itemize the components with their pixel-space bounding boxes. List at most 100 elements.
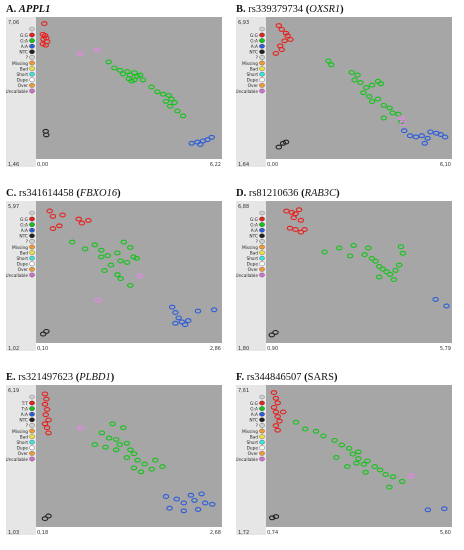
blue-data-point <box>197 142 204 147</box>
green-data-point <box>312 428 320 434</box>
panel-title: D. rs81210636 (RAB3C) <box>236 188 340 199</box>
blue-data-point <box>175 315 182 321</box>
pink-data-point <box>408 473 415 479</box>
red-data-point <box>275 23 283 29</box>
x-min-label: 0,00 <box>37 162 48 167</box>
x-max-label: 6,10 <box>440 162 451 167</box>
legend-marker <box>29 400 35 406</box>
green-data-point <box>123 455 131 461</box>
legend-marker <box>29 66 35 71</box>
blue-data-point <box>208 134 215 140</box>
snp-id: rs339379734 <box>248 4 304 15</box>
black-data-point <box>45 513 52 519</box>
legend-marker <box>259 417 265 423</box>
green-data-point <box>386 105 393 111</box>
blue-data-point <box>210 307 218 313</box>
green-data-point <box>141 461 148 467</box>
green-data-point <box>105 435 113 441</box>
legend-marker <box>29 210 35 216</box>
green-data-point <box>116 442 123 448</box>
legend-status-label: Bad <box>250 66 259 72</box>
scatter-plot: 5,97 1,02 0,10 2,86 G:GG:AA:ANTC?MissingBadS… <box>6 201 222 351</box>
legend-marker <box>259 250 265 255</box>
legend-status-label: Bad <box>250 434 259 440</box>
green-data-point <box>91 242 99 248</box>
green-data-point <box>386 484 393 490</box>
legend-marker <box>29 451 35 456</box>
blue-data-point <box>441 134 449 140</box>
panel-d: D. rs81210636 (RAB3C) 6,88 1,80 0,90 5,79 G:G… <box>236 187 454 352</box>
black-data-point <box>39 331 47 337</box>
green-data-point <box>375 274 383 280</box>
panel-letter: A. <box>6 4 17 15</box>
black-data-point <box>282 139 290 145</box>
x-min-label: 0,10 <box>37 346 48 351</box>
red-data-point <box>49 226 57 232</box>
legend-genotype-label: T:T <box>21 401 29 407</box>
red-data-point <box>272 423 280 429</box>
green-data-point <box>112 447 120 453</box>
legend-status-label: Uncallable <box>6 89 28 95</box>
green-data-point <box>152 457 159 463</box>
legend-genotype-label: G:A <box>250 406 258 412</box>
legend-status-label: Uncallable <box>236 457 258 463</box>
legend-status-label: Dupe <box>247 446 259 452</box>
black-data-point <box>272 329 279 335</box>
plot-area <box>266 201 452 343</box>
legend-marker <box>29 445 35 451</box>
y-min-label: 1,03 <box>8 530 19 535</box>
legend-marker <box>29 233 35 239</box>
green-data-point <box>372 258 379 264</box>
blue-data-point <box>187 492 195 498</box>
green-data-point <box>333 455 340 460</box>
y-max-label: 7,61 <box>238 388 249 394</box>
legend-genotype-label: G:A <box>250 38 258 44</box>
legend-genotype-label: NTC <box>249 234 258 240</box>
legend-status-label: Over <box>18 83 29 89</box>
red-data-point <box>75 216 82 222</box>
legend-marker <box>259 428 265 434</box>
legend-marker <box>29 222 35 227</box>
blue-data-point <box>432 296 439 302</box>
snp-id: rs81210636 <box>248 188 299 199</box>
panel-letter: E. <box>6 372 16 383</box>
legend-status-label: Over <box>248 83 259 89</box>
green-data-point <box>171 100 178 106</box>
blue-data-point <box>194 507 202 512</box>
panel-title: A. APPL1 <box>6 3 50 16</box>
red-data-point <box>279 409 287 415</box>
red-data-point <box>42 42 49 48</box>
legend-marker <box>259 66 265 71</box>
red-data-point <box>281 38 288 44</box>
gene-name: OXSR1 <box>309 4 341 15</box>
y-max-label: 7,06 <box>8 20 19 26</box>
green-data-point <box>120 425 127 431</box>
green-data-point <box>353 460 360 466</box>
legend-genotype-label: A:A <box>251 228 258 234</box>
legend-marker <box>29 216 35 222</box>
blue-data-point <box>441 506 448 512</box>
red-data-point <box>301 227 308 232</box>
legend-genotype-label: NTC <box>19 50 28 56</box>
blue-data-point <box>178 319 186 325</box>
red-data-point <box>49 213 57 219</box>
gene-name: PLBD1 <box>79 372 111 383</box>
x-min-label: 0,74 <box>267 530 278 535</box>
blue-data-point <box>185 318 192 324</box>
legend-genotype-label: NTC <box>19 234 28 240</box>
green-data-point <box>357 80 364 86</box>
legend-status-label: Dupe <box>17 78 29 84</box>
green-data-point <box>360 90 367 96</box>
green-data-point <box>349 451 357 457</box>
green-data-point <box>165 92 173 98</box>
blue-data-point <box>209 501 216 507</box>
red-data-point <box>78 220 86 226</box>
y-max-label: 6,19 <box>8 388 19 394</box>
legend-marker <box>29 32 35 38</box>
legend-status-label: Dupe <box>17 446 29 452</box>
legend-genotype-label: NTC <box>249 418 258 424</box>
blue-data-point <box>412 134 420 140</box>
red-data-point <box>284 33 291 39</box>
legend-genotype-label: NTC <box>249 50 258 56</box>
green-data-point <box>109 421 116 427</box>
